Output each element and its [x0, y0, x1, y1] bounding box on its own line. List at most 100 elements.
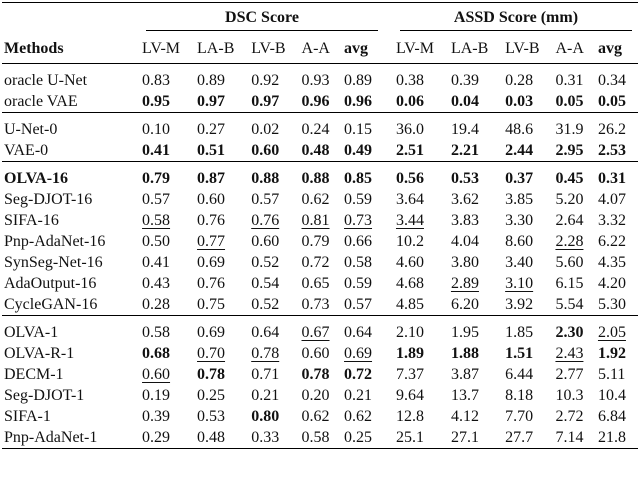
cell: 13.7	[449, 385, 503, 406]
cell-value: 0.27	[197, 121, 226, 138]
cell: 0.37	[503, 161, 554, 189]
cell-value: 6.20	[450, 296, 479, 313]
cell-value: 0.62	[344, 408, 373, 425]
cell: 8.60	[503, 231, 553, 252]
cell-value: 0.79	[301, 233, 330, 250]
cell: 3.83	[449, 210, 503, 231]
cell: 0.57	[249, 189, 299, 210]
cell-value: 6.84	[597, 408, 626, 425]
cell: 0.52	[249, 294, 299, 316]
table-row: oracle U-Net 0.83 0.89 0.92 0.93 0.89 0.38 0.39…	[2, 64, 638, 92]
gap	[384, 189, 394, 210]
cell: 2.89	[449, 273, 503, 294]
cell: 4.07	[596, 189, 638, 210]
column-header: A-A	[553, 33, 596, 64]
method-label: Pnp-AdaNet-16	[4, 233, 106, 250]
cell-value: 0.73	[344, 212, 373, 229]
cell-value: 0.58	[142, 212, 171, 229]
cell: 0.69	[342, 343, 384, 364]
cell-value: 2.51	[395, 142, 424, 159]
cell-value: 2.53	[597, 142, 626, 159]
cell-value: 2.89	[450, 275, 479, 292]
cell: 0.78	[249, 343, 299, 364]
method-name: OLVA-R-1	[2, 343, 140, 364]
cell: 0.96	[342, 91, 384, 113]
cell-value: 2.05	[597, 324, 626, 341]
cell: 4.12	[449, 406, 503, 427]
cell-value: 4.85	[395, 296, 424, 313]
cell: 0.51	[195, 140, 249, 162]
cell-value: 0.97	[197, 93, 226, 110]
cell-value: 7.14	[555, 429, 584, 446]
cell-value: 0.80	[251, 408, 280, 425]
cell: 0.45	[553, 161, 596, 189]
cell: 0.69	[195, 252, 249, 273]
cell-value: 0.62	[301, 408, 330, 425]
cell: 0.72	[300, 252, 343, 273]
method-name: Pnp-AdaNet-16	[2, 231, 140, 252]
method-name: CycleGAN-16	[2, 294, 140, 316]
cell-value: 0.95	[142, 93, 171, 110]
cell: 2.21	[449, 140, 503, 162]
cell: 0.89	[195, 64, 249, 92]
cell: 0.06	[394, 91, 449, 113]
cell: 0.19	[140, 385, 195, 406]
cell-value: 0.77	[197, 233, 226, 250]
cell-value: 2.30	[555, 324, 584, 341]
table-row: Pnp-AdaNet-1 0.29 0.48 0.33 0.58 0.25 25.1 27.1…	[2, 427, 638, 449]
method-name: SynSeg-Net-16	[2, 252, 140, 273]
cell: 6.15	[553, 273, 596, 294]
cell-value: 0.87	[197, 170, 226, 187]
cell-value: 0.56	[395, 170, 424, 187]
cell: 0.53	[195, 406, 249, 427]
cell: 1.89	[394, 343, 449, 364]
cell-value: 5.30	[597, 296, 626, 313]
cell-value: 0.92	[251, 72, 280, 89]
cell: 0.25	[195, 385, 249, 406]
cell: 36.0	[393, 112, 449, 140]
method-label: SIFA-1	[4, 408, 51, 425]
cell: 0.21	[249, 385, 299, 406]
cell: 0.72	[342, 364, 384, 385]
cell: 0.05	[553, 91, 596, 113]
cell-value: 0.54	[251, 275, 280, 292]
gap	[384, 273, 394, 294]
cell-value: 2.44	[505, 142, 534, 159]
cell: 0.58	[342, 252, 384, 273]
cell-value: 0.06	[395, 93, 424, 110]
cell-value: 0.10	[142, 121, 171, 138]
cell-value: 2.21	[450, 142, 479, 159]
method-label: SIFA-16	[4, 212, 59, 229]
cell-value: 0.31	[555, 72, 584, 89]
cell: 0.85	[342, 161, 384, 189]
cell: 0.62	[342, 406, 384, 427]
cell: 0.95	[140, 91, 195, 113]
gap	[384, 294, 394, 316]
cell-value: 3.10	[505, 275, 534, 292]
cell: 0.67	[299, 315, 343, 343]
method-name: OLVA-16	[2, 161, 141, 189]
cell-value: 0.05	[555, 93, 584, 110]
method-name: AdaOutput-16	[2, 273, 140, 294]
cell-value: 4.07	[597, 191, 626, 208]
cell: 0.88	[249, 161, 300, 189]
cell-value: 0.24	[301, 121, 330, 138]
cell-value: 0.38	[395, 72, 424, 89]
cell: 2.64	[553, 210, 596, 231]
cell: 0.50	[140, 231, 195, 252]
method-label: OLVA-R-1	[4, 345, 75, 362]
cell-value: 0.83	[142, 72, 171, 89]
cell-value: 0.15	[344, 121, 373, 138]
cell-value: 4.12	[450, 408, 479, 425]
cell-value: 0.88	[251, 170, 280, 187]
cell-value: 0.04	[450, 93, 479, 110]
cell: 3.32	[596, 210, 638, 231]
table-row: Seg-DJOT-16 0.57 0.60 0.57 0.62 0.59 3.64 3.62 3…	[2, 189, 638, 210]
method-name: Seg-DJOT-1	[2, 385, 140, 406]
method-name: SIFA-1	[2, 406, 140, 427]
method-label: SynSeg-Net-16	[4, 254, 103, 271]
cell-value: 0.48	[301, 142, 330, 159]
gap	[384, 64, 394, 92]
cell-value: 0.69	[344, 345, 373, 362]
cell-value: 0.78	[301, 366, 330, 383]
